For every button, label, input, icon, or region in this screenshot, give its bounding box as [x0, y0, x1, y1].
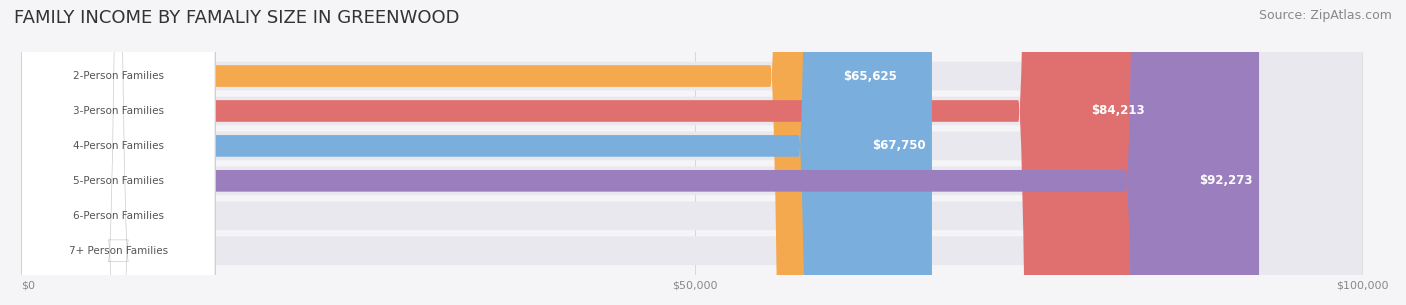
FancyBboxPatch shape: [21, 0, 215, 305]
Text: 3-Person Families: 3-Person Families: [73, 106, 165, 116]
FancyBboxPatch shape: [28, 0, 1362, 305]
FancyBboxPatch shape: [28, 0, 1152, 305]
FancyBboxPatch shape: [21, 0, 215, 305]
FancyBboxPatch shape: [28, 0, 1362, 305]
FancyBboxPatch shape: [28, 0, 62, 305]
FancyBboxPatch shape: [21, 0, 215, 305]
FancyBboxPatch shape: [28, 0, 1362, 305]
Text: $0: $0: [69, 209, 84, 222]
Text: 4-Person Families: 4-Person Families: [73, 141, 165, 151]
FancyBboxPatch shape: [21, 0, 215, 305]
Text: 2-Person Families: 2-Person Families: [73, 71, 165, 81]
FancyBboxPatch shape: [28, 0, 1362, 305]
Text: 7+ Person Families: 7+ Person Families: [69, 246, 167, 256]
FancyBboxPatch shape: [28, 0, 904, 305]
FancyBboxPatch shape: [28, 0, 1362, 305]
Text: 5-Person Families: 5-Person Families: [73, 176, 165, 186]
Text: Source: ZipAtlas.com: Source: ZipAtlas.com: [1258, 9, 1392, 22]
FancyBboxPatch shape: [28, 0, 932, 305]
Text: $84,213: $84,213: [1091, 105, 1144, 117]
Text: FAMILY INCOME BY FAMALIY SIZE IN GREENWOOD: FAMILY INCOME BY FAMALIY SIZE IN GREENWO…: [14, 9, 460, 27]
FancyBboxPatch shape: [28, 0, 1362, 305]
Text: $67,750: $67,750: [872, 139, 925, 152]
Text: 6-Person Families: 6-Person Families: [73, 211, 165, 221]
FancyBboxPatch shape: [21, 0, 215, 305]
FancyBboxPatch shape: [28, 0, 62, 305]
Text: $92,273: $92,273: [1199, 174, 1253, 187]
FancyBboxPatch shape: [21, 0, 215, 305]
FancyBboxPatch shape: [28, 0, 1258, 305]
Text: $65,625: $65,625: [844, 70, 897, 83]
Text: $0: $0: [69, 244, 84, 257]
